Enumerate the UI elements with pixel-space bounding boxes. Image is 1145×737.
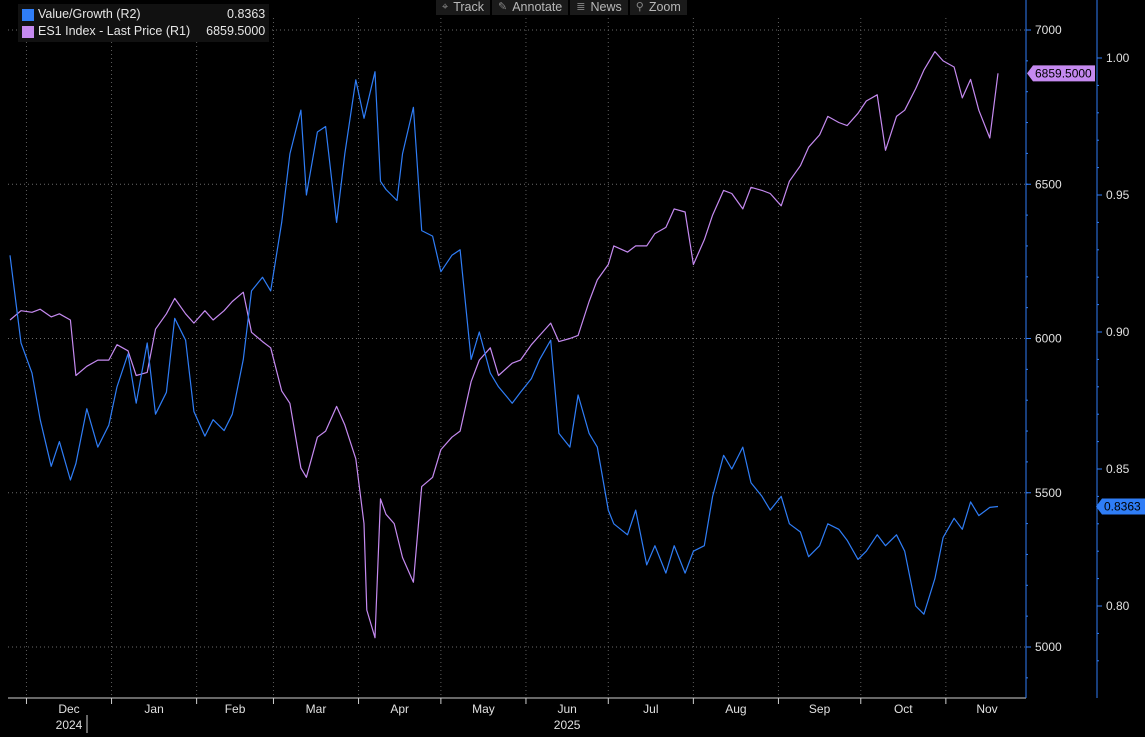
zoom-icon: ⚲ (635, 1, 644, 13)
r2-tick-label: 0.80 (1106, 599, 1130, 613)
zoom-button[interactable]: ⚲ Zoom (629, 0, 687, 15)
news-icon: ≣ (576, 1, 586, 13)
legend-item-es1-index[interactable]: ES1 Index - Last Price (R1) 6859.5000 (22, 23, 265, 40)
x-tick-label: Dec (58, 702, 79, 716)
legend-value: 0.8363 (227, 7, 266, 21)
x-tick-label: Jun (557, 702, 576, 716)
x-tick-label: Oct (894, 702, 913, 716)
series-lines (9, 50, 999, 639)
r2-tick-label: 1.00 (1106, 51, 1130, 65)
gridlines (8, 18, 1026, 698)
zoom-label: Zoom (648, 0, 681, 14)
legend-label: Value/Growth (R2) (38, 7, 141, 21)
track-label: Track (453, 0, 484, 14)
axes: Dec Jan Feb Mar Apr May Jun Jul Aug Sep Oct Nov 2024… (8, 0, 1145, 733)
legend-swatch (22, 25, 34, 38)
r1-tick-label: 5000 (1035, 640, 1062, 654)
es1-last-price-tag: 6859.5000 (1027, 65, 1095, 82)
annotate-button[interactable]: ✎ Annotate (492, 0, 569, 15)
track-button[interactable]: ⌖ Track (436, 0, 490, 15)
x-tick-label: Nov (976, 702, 997, 716)
value-growth-last-tag-shape (1096, 498, 1145, 515)
es1-price-line (9, 50, 999, 639)
news-button[interactable]: ≣ News (570, 0, 628, 15)
news-label: News (590, 0, 622, 14)
es1-last-price-tag-shape (1027, 65, 1095, 82)
es1-last-price-tag-text: 6859.5000 (1035, 66, 1092, 80)
r1-tick-label: 6500 (1035, 177, 1062, 191)
x-year-label: 2024 (56, 718, 83, 732)
x-tick-label: Apr (390, 702, 409, 716)
r1-tick-label: 7000 (1035, 23, 1062, 37)
r1-tick-label: 6000 (1035, 332, 1062, 346)
x-tick-label: Feb (225, 702, 246, 716)
legend-item-value-growth[interactable]: Value/Growth (R2) 0.8363 (22, 6, 265, 23)
value-growth-line (9, 71, 999, 615)
x-tick-label: May (472, 702, 495, 716)
x-tick-label: Sep (809, 702, 831, 716)
chart-toolbar: ⌖ Track ✎ Annotate ≣ News ⚲ Zoom (436, 0, 687, 15)
r2-tick-label: 0.90 (1106, 325, 1130, 339)
x-tick-label: Jan (144, 702, 163, 716)
legend-swatch (22, 8, 34, 21)
legend-value: 6859.5000 (206, 24, 266, 38)
value-growth-last-tag-text: 0.8363 (1104, 500, 1141, 514)
x-tick-label: Jul (643, 702, 658, 716)
r2-tick-label: 0.95 (1106, 188, 1130, 202)
x-year-label: 2025 (554, 718, 581, 732)
annotate-label: Annotate (512, 0, 563, 14)
pencil-icon: ✎ (498, 1, 508, 13)
legend: Value/Growth (R2) 0.8363 ES1 Index - Las… (18, 4, 270, 42)
x-tick-label: Aug (725, 702, 746, 716)
value-growth-last-tag: 0.8363 (1096, 498, 1145, 515)
x-tick-label: Mar (306, 702, 327, 716)
r1-tick-label: 5500 (1035, 486, 1062, 500)
r2-tick-label: 0.85 (1106, 462, 1130, 476)
legend-label: ES1 Index - Last Price (R1) (38, 24, 191, 38)
crosshair-icon: ⌖ (442, 1, 449, 13)
